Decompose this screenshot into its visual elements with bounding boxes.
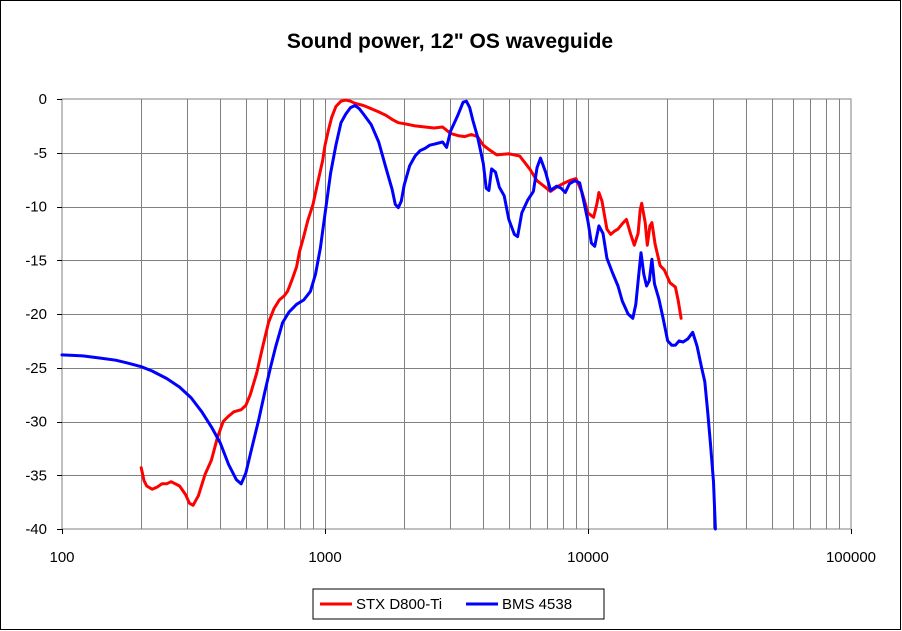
x-tick-label: 1000 — [308, 549, 341, 566]
y-tick-label: 0 — [39, 91, 47, 108]
series-lines — [60, 98, 717, 531]
x-tick-label: 10000 — [567, 549, 609, 566]
series-line-2 — [60, 99, 717, 531]
legend: STX D800-Ti BMS 4538 — [312, 588, 605, 620]
y-tick-label: -20 — [25, 306, 47, 323]
y-tick-label: -15 — [25, 252, 47, 269]
x-tick-label: 100000 — [826, 549, 876, 566]
chart-title: Sound power, 12" OS waveguide — [287, 30, 613, 53]
legend-label: STX D800-Ti — [356, 596, 442, 613]
series-line-1 — [139, 98, 683, 507]
x-tick-label: 100 — [49, 549, 74, 566]
y-tick-label: -40 — [25, 521, 47, 538]
y-tick-label: -5 — [34, 145, 47, 162]
y-tick-label: -35 — [25, 467, 47, 484]
y-tick-label: -30 — [25, 414, 47, 431]
legend-label: BMS 4538 — [502, 596, 572, 613]
legend-box — [312, 588, 605, 620]
y-tick-label: -10 — [25, 199, 47, 216]
y-tick-label: -25 — [25, 360, 47, 377]
